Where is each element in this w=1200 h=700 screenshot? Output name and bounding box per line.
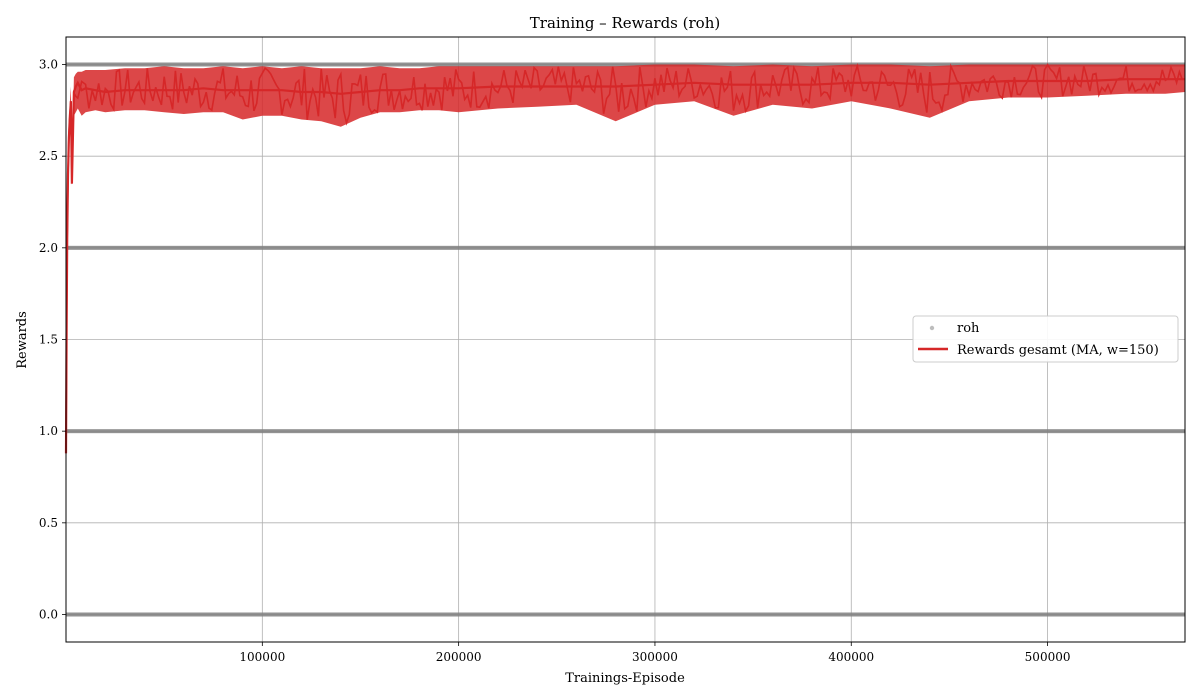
roh-points-level <box>66 62 1185 67</box>
ma-line-layer <box>64 62 1186 454</box>
ma-series-line <box>64 78 1185 454</box>
y-tick-label: 0.5 <box>39 516 58 530</box>
y-axis-ticks: 0.0 0.5 1.0 1.5 2.0 2.5 3.0 <box>39 58 66 622</box>
x-tick-label: 200000 <box>436 650 482 664</box>
legend-ma-label: Rewards gesamt (MA, w=150) <box>957 343 1159 358</box>
y-tick-label: 0.0 <box>39 608 58 622</box>
x-tick-label: 100000 <box>239 650 285 664</box>
y-tick-label: 3.0 <box>39 58 58 72</box>
x-axis-ticks: 100000 200000 300000 400000 500000 <box>239 642 1070 664</box>
x-axis-label: Trainings-Episode <box>565 671 685 686</box>
ma-oscillation-band <box>66 64 1185 454</box>
x-tick-label: 400000 <box>828 650 874 664</box>
x-tick-label: 500000 <box>1025 650 1071 664</box>
legend-roh-label: roh <box>957 321 980 336</box>
y-tick-label: 1.0 <box>39 424 58 438</box>
roh-points-level <box>66 612 1185 617</box>
y-tick-label: 2.5 <box>39 149 58 163</box>
roh-scatter-layer <box>66 62 1185 617</box>
legend-roh-marker <box>929 325 935 331</box>
y-tick-label: 2.0 <box>39 241 58 255</box>
legend: roh Rewards gesamt (MA, w=150) <box>912 315 1179 363</box>
y-tick-label: 1.5 <box>39 333 58 347</box>
y-axis-label: Rewards <box>15 311 30 369</box>
x-tick-label: 300000 <box>632 650 678 664</box>
roh-points-level <box>66 429 1185 434</box>
chart-title: Training – Rewards (roh) <box>530 14 720 32</box>
ma-noise-path <box>65 62 1183 454</box>
legend-box <box>912 315 1179 363</box>
roh-points-level <box>66 245 1185 250</box>
